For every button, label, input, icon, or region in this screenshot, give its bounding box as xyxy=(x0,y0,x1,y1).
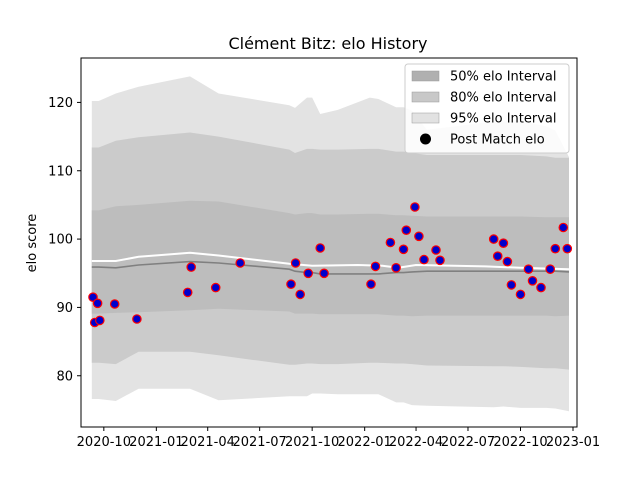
legend-marker xyxy=(420,133,431,145)
post-match-point xyxy=(303,268,313,279)
y-axis: 80 90 100 110 120 xyxy=(48,96,81,384)
post-match-point xyxy=(414,231,424,242)
x-tick-label: 2021-10 xyxy=(285,435,339,450)
post-match-point xyxy=(391,262,401,273)
y-tick-label: 90 xyxy=(56,301,73,316)
plot-frame xyxy=(80,57,578,428)
median-line xyxy=(91,260,570,275)
x-tick-label: 2022-04 xyxy=(389,435,443,450)
post-match-point xyxy=(186,262,196,272)
post-match-point xyxy=(95,315,105,326)
legend-swatch xyxy=(411,112,440,124)
legend-box xyxy=(404,63,570,154)
post-match-point xyxy=(132,314,142,324)
post-match-point xyxy=(385,237,396,248)
x-tick-label: 2021-01 xyxy=(129,435,183,450)
post-match-point xyxy=(398,244,409,255)
chart-title: Clément Bitz: elo History xyxy=(228,34,427,53)
post-match-point xyxy=(502,256,513,267)
x-tick-label: 2023-01 xyxy=(546,435,600,450)
post-match-point xyxy=(319,268,329,279)
y-tick-label: 110 xyxy=(48,164,73,179)
post-match-point xyxy=(182,287,193,298)
post-match-point xyxy=(550,243,561,254)
post-match-point xyxy=(295,289,305,300)
post-match-point xyxy=(286,279,296,289)
post-match-point xyxy=(235,258,245,268)
post-match-point xyxy=(419,254,429,265)
legend-label: 95% elo Interval xyxy=(450,112,557,127)
post-match-point xyxy=(109,299,120,309)
post-match-point xyxy=(315,243,325,253)
post-match-point xyxy=(562,243,573,254)
post-match-point xyxy=(498,238,509,248)
y-tick-label: 100 xyxy=(48,233,73,248)
post-match-point xyxy=(515,289,526,300)
post-match-point xyxy=(506,280,517,290)
post-match-point xyxy=(92,298,103,309)
x-tick-label: 2022-10 xyxy=(493,435,547,450)
post-match-point xyxy=(558,222,569,233)
y-axis-label: elo score xyxy=(25,214,40,273)
y-tick-label: 80 xyxy=(56,369,73,384)
x-tick-label: 2022-07 xyxy=(441,435,495,450)
post-match-point xyxy=(290,258,301,268)
x-tick-label: 2022-01 xyxy=(338,435,392,450)
post-match-point xyxy=(210,282,221,293)
x-axis: 2020-102021-012021-042021-072021-102022-… xyxy=(77,427,600,450)
y-tick-label: 120 xyxy=(48,96,73,111)
post-match-point xyxy=(410,202,420,212)
post-match-point xyxy=(536,282,546,293)
legend-swatch xyxy=(411,91,440,103)
post-match-point xyxy=(488,234,499,244)
post-match-point xyxy=(431,245,441,255)
post-match-point xyxy=(401,225,412,235)
legend-swatch xyxy=(411,70,440,82)
legend-label: 50% elo Interval xyxy=(450,70,557,85)
post-match-point xyxy=(492,251,503,262)
post-match-point xyxy=(523,264,534,274)
legend: 50% elo Interval 80% elo Interval 95% elo … xyxy=(404,63,570,154)
x-tick-label: 2021-04 xyxy=(181,435,235,450)
x-tick-label: 2021-07 xyxy=(232,435,286,450)
post-match-point xyxy=(435,255,445,266)
post-match-point xyxy=(527,275,538,286)
post-match-point xyxy=(545,264,555,274)
legend-label: Post Match elo xyxy=(450,133,545,148)
mean-line xyxy=(91,251,570,271)
post-match-point xyxy=(366,279,376,289)
post-match-points xyxy=(88,202,573,328)
post-match-point xyxy=(370,261,381,272)
x-tick-label: 2020-10 xyxy=(77,435,131,450)
legend-label: 80% elo Interval xyxy=(450,91,557,106)
